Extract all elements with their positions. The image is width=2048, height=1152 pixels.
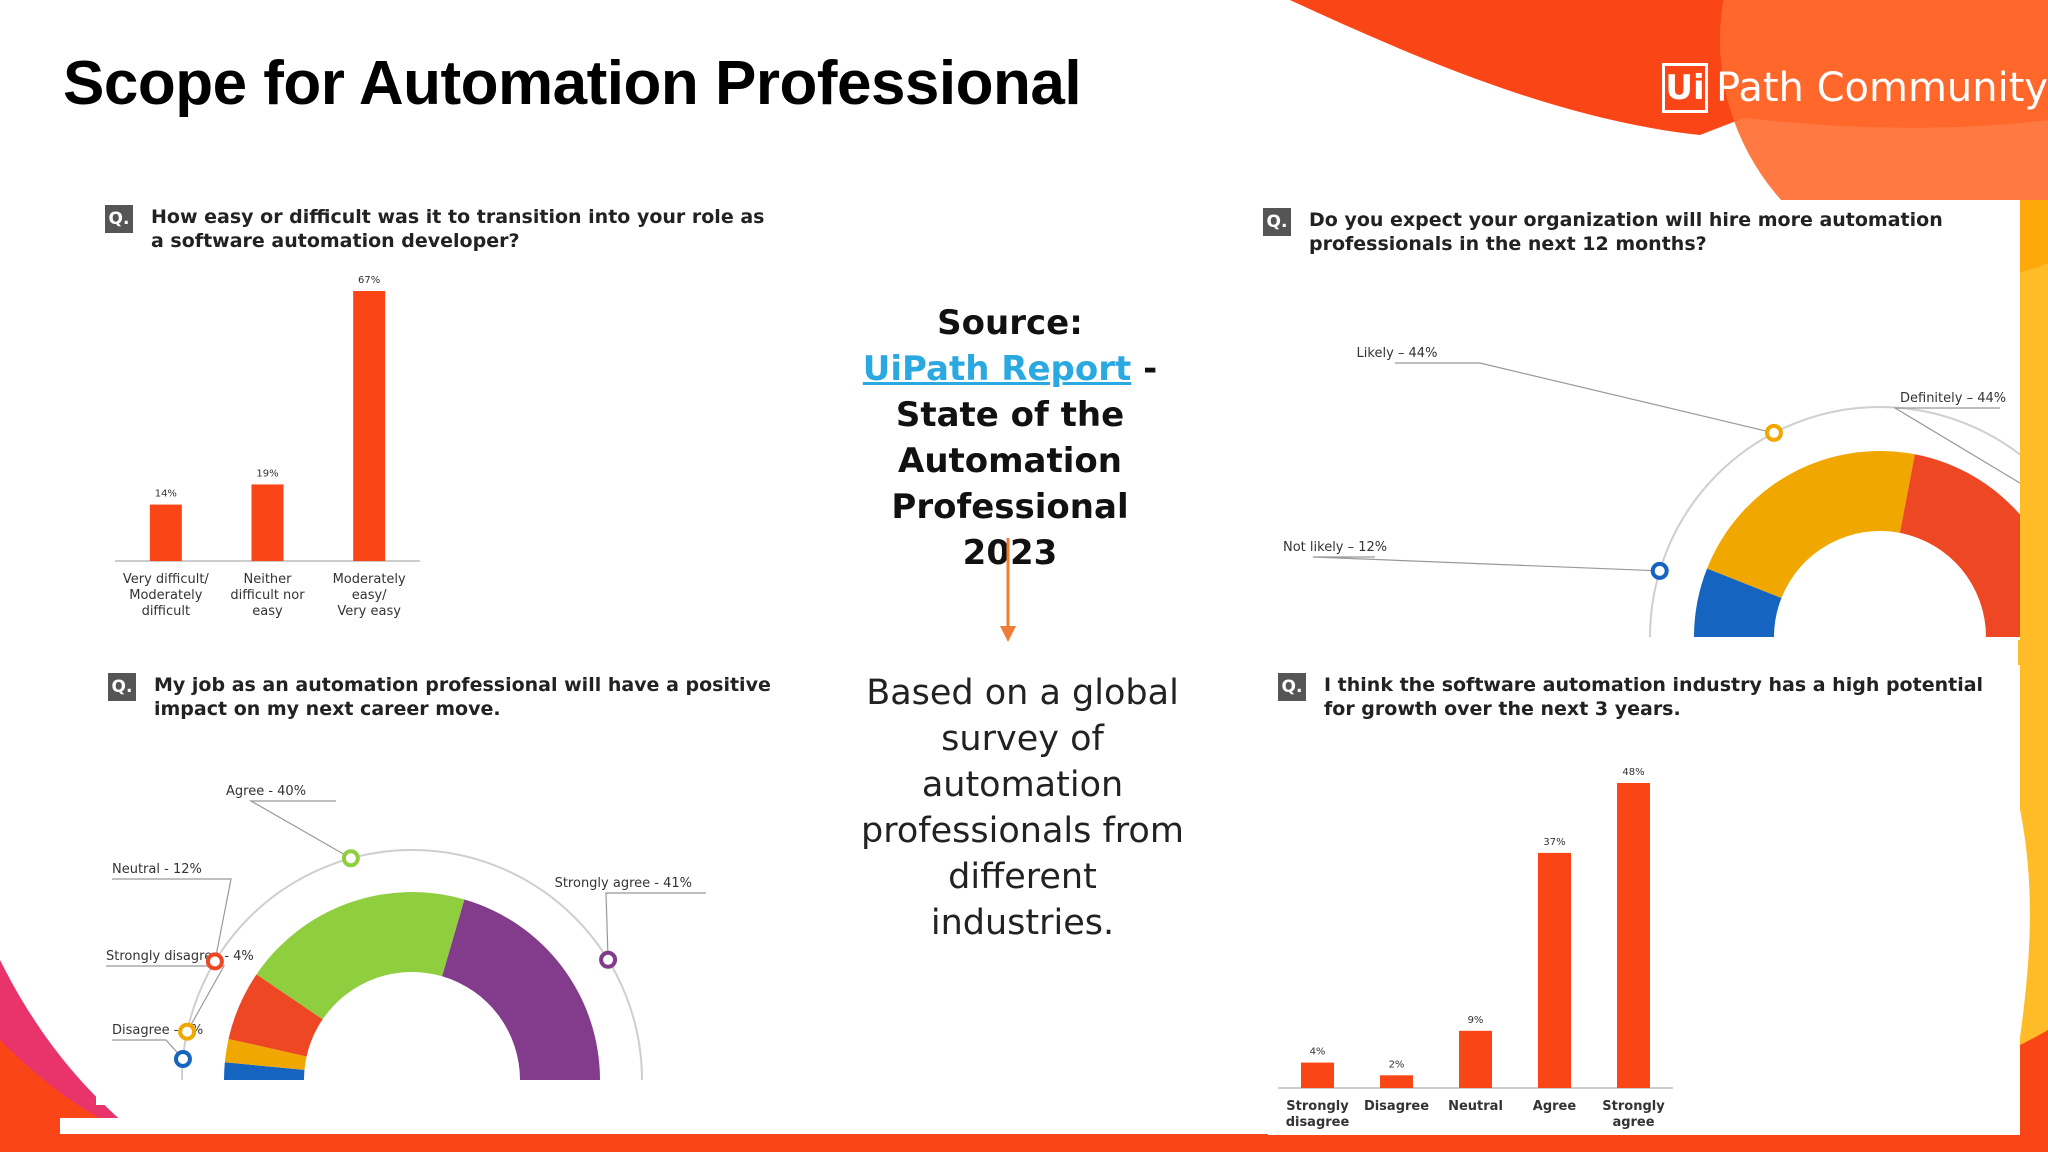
- tick-label: Moderately: [333, 572, 406, 587]
- slice-marker: [341, 849, 360, 868]
- data-label: 4%: [1310, 1047, 1326, 1058]
- data-label: 9%: [1468, 1015, 1484, 1026]
- tick-label: Neutral: [1448, 1099, 1503, 1114]
- source-line-3: Professional 2023: [891, 487, 1129, 573]
- bottom-left-orange: [0, 1040, 200, 1152]
- source-line-1: State of the: [895, 395, 1125, 435]
- tick-label: disagree: [1286, 1115, 1350, 1130]
- right-edge-strip: [2000, 200, 2048, 1152]
- data-label: 37%: [1543, 837, 1565, 848]
- panel-growth-potential: Q. I think the software automation indus…: [1268, 665, 2020, 1135]
- slice-label: Agree - 40%: [226, 784, 306, 799]
- bar: [1380, 1075, 1413, 1088]
- slice-marker: [1764, 423, 1783, 442]
- bar: [251, 484, 284, 561]
- slice: [1899, 454, 2020, 637]
- leader-line: [248, 800, 352, 859]
- outer-ring: [181, 849, 643, 1081]
- slice: [1694, 568, 1782, 637]
- slice: [442, 899, 600, 1080]
- slice-label: Strongly disagree - 4%: [106, 949, 254, 964]
- question-text: How easy or difficult was it to transiti…: [151, 206, 765, 252]
- bar: [149, 504, 182, 561]
- tick-label: easy: [252, 604, 283, 619]
- question-badge: Q.: [1263, 208, 1291, 236]
- slice: [224, 1038, 307, 1070]
- question-text: I think the software automation industry…: [1324, 674, 1984, 720]
- bar: [1617, 783, 1650, 1088]
- outer-ring: [1649, 406, 2020, 638]
- bar-chart-growth: 4%Stronglydisagree2%Disagree9%Neutral37%…: [1278, 767, 1673, 1130]
- slice-marker: [205, 952, 224, 971]
- tick-label: Very easy: [337, 604, 401, 619]
- tick-label: difficult: [142, 604, 191, 619]
- question-text: My job as an automation professional wil…: [154, 674, 771, 720]
- slice-label: Neutral - 12%: [112, 862, 202, 877]
- tick-label: Moderately: [129, 588, 202, 603]
- bar: [1301, 1062, 1334, 1088]
- source-line-2: Automation: [898, 441, 1122, 481]
- source-block: Source: UiPath Report - State of the Aut…: [840, 300, 1180, 576]
- source-dash: -: [1143, 349, 1158, 389]
- slice-label: Not likely – 12%: [1283, 540, 1387, 555]
- question-badge: Q.: [1278, 673, 1306, 701]
- slice-label: Definitely – 44%: [1900, 391, 2006, 406]
- panel-career-impact: Q. My job as an automation professional …: [96, 665, 821, 1105]
- tick-label: Strongly: [1286, 1099, 1349, 1114]
- logo-box: Ui: [1662, 63, 1708, 113]
- leader-line: [106, 965, 226, 1032]
- leader-line: [112, 1039, 184, 1060]
- source-link-line: UiPath Report -: [840, 346, 1180, 392]
- slice-label: Strongly agree - 41%: [555, 876, 692, 891]
- slice-label: Likely – 44%: [1357, 346, 1438, 361]
- bar: [353, 291, 386, 561]
- question-badge: Q.: [108, 673, 136, 701]
- donut-chart-hiring: Not likely – 12% Likely – 44% Definitely –…: [1283, 346, 2020, 638]
- tick-label: Strongly: [1602, 1099, 1665, 1114]
- leader-line: [605, 892, 706, 960]
- slice: [224, 1062, 305, 1080]
- question-badge: Q.: [105, 205, 133, 233]
- leader-line: [1312, 556, 1660, 572]
- bar: [1459, 1030, 1492, 1088]
- data-label: 19%: [256, 468, 278, 479]
- data-label: 67%: [358, 275, 380, 286]
- panel-transition-ease: Q. How easy or difficult was it to trans…: [100, 195, 780, 635]
- uipath-community-logo: Ui Path Community: [1662, 62, 2048, 114]
- page-title: Scope for Automation Professional: [63, 49, 1082, 118]
- donut-chart-career: Disagree - 3%Strongly disagree - 4%Neutr…: [106, 784, 706, 1081]
- source-link[interactable]: UiPath Report: [862, 349, 1132, 389]
- tick-label: Agree: [1533, 1099, 1577, 1114]
- panel-hiring-expectation: Q. Do you expect your organization will …: [1255, 200, 2020, 640]
- slice: [256, 892, 465, 1020]
- data-label: 14%: [155, 489, 177, 500]
- leader-line: [112, 878, 232, 962]
- data-label: 48%: [1622, 767, 1644, 778]
- tick-label: agree: [1612, 1115, 1654, 1130]
- tick-label: Very difficult/: [123, 572, 210, 587]
- slice-marker: [173, 1049, 192, 1068]
- leader-line: [1892, 407, 2020, 484]
- slice-marker: [178, 1022, 197, 1041]
- slice: [228, 974, 323, 1057]
- data-label: 2%: [1389, 1059, 1405, 1070]
- logo-text: Path Community: [1716, 65, 2048, 111]
- down-arrow-icon: [1000, 538, 1016, 642]
- bar: [1538, 852, 1571, 1088]
- leader-line: [1395, 362, 1775, 434]
- tick-label: easy/: [352, 588, 387, 603]
- survey-description: Based on a global survey of automation p…: [861, 673, 1184, 943]
- bar-chart-transition: 14%Very difficult/Moderatelydifficult19%…: [115, 275, 420, 619]
- slice: [1707, 451, 1915, 598]
- question-text: Do you expect your organization will hir…: [1309, 209, 1943, 255]
- tick-label: Neither: [243, 572, 292, 587]
- slice-marker: [1650, 561, 1669, 580]
- slice-marker: [599, 950, 618, 969]
- source-label: Source:: [937, 303, 1083, 343]
- tick-label: difficult nor: [230, 588, 305, 603]
- bottom-strip-white: [60, 1118, 1560, 1134]
- tick-label: Disagree: [1364, 1099, 1429, 1114]
